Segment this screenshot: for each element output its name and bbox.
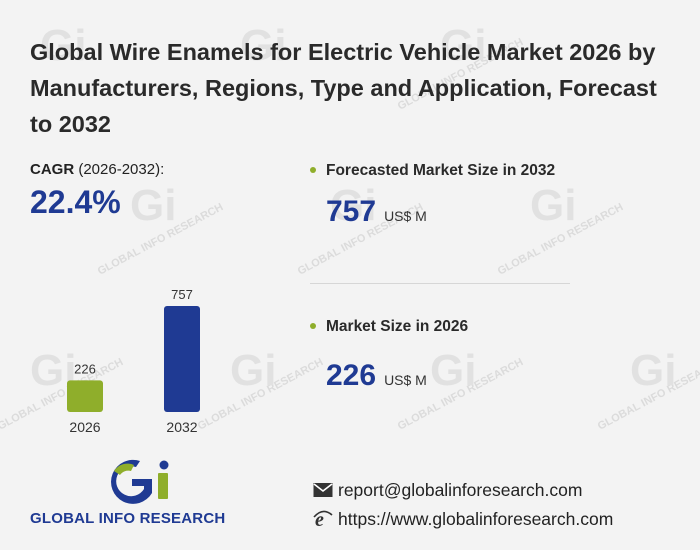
stat-current-label: Market Size in 2026 bbox=[326, 318, 469, 335]
stat-current-header: Market Size in 2026 bbox=[310, 316, 560, 337]
cagr-period: (2026-2032): bbox=[78, 161, 165, 178]
stat-current: Market Size in 2026 226 US$ M bbox=[310, 316, 560, 393]
market-size-bar-chart: 226 2026 757 2032 bbox=[67, 287, 200, 435]
stat-forecast-header: Forecasted Market Size in 2032 bbox=[310, 160, 560, 181]
logo-mark-icon bbox=[111, 459, 169, 504]
watermark-logo: Gi bbox=[630, 346, 676, 395]
logo-name: GLOBAL INFO RESEARCH bbox=[30, 510, 226, 527]
email-link[interactable]: report@globalinforesearch.com bbox=[338, 479, 583, 500]
bullet-icon bbox=[310, 323, 316, 329]
stat-forecast-value-row: 757 US$ M bbox=[326, 195, 560, 229]
company-logo bbox=[111, 459, 169, 504]
cagr-label: CAGR (2026-2032): bbox=[30, 161, 164, 178]
browser-e-icon: e bbox=[312, 508, 334, 530]
page-title: Global Wire Enamels for Electric Vehicle… bbox=[30, 39, 657, 137]
tick-label-2026: 2026 bbox=[69, 419, 100, 435]
data-label-2026: 226 bbox=[74, 361, 96, 376]
stat-forecast-value: 757 bbox=[326, 195, 377, 228]
bar-2026 bbox=[67, 380, 103, 412]
divider bbox=[310, 283, 570, 284]
website-link[interactable]: https://www.globalinforesearch.com bbox=[338, 508, 614, 529]
svg-text:e: e bbox=[315, 509, 324, 529]
watermark-logo: Gi bbox=[130, 181, 176, 230]
envelope-icon bbox=[312, 479, 334, 501]
stat-forecast-label: Forecasted Market Size in 2032 bbox=[326, 162, 556, 179]
bullet-icon bbox=[310, 167, 316, 173]
stat-forecast: Forecasted Market Size in 2032 757 US$ M bbox=[310, 160, 560, 229]
cagr-label-text: CAGR bbox=[30, 161, 75, 178]
data-label-2032: 757 bbox=[171, 287, 193, 302]
stat-current-value-row: 226 US$ M bbox=[326, 359, 560, 393]
contact-website[interactable]: e https://www.globalinforesearch.com bbox=[312, 508, 613, 530]
stat-current-value: 226 bbox=[326, 359, 377, 392]
cagr-value: 22.4% bbox=[30, 184, 121, 220]
stat-forecast-unit: US$ M bbox=[384, 208, 427, 224]
bar-2032 bbox=[164, 306, 200, 412]
contact-email[interactable]: report@globalinforesearch.com bbox=[312, 479, 582, 501]
stat-current-unit: US$ M bbox=[384, 372, 427, 388]
tick-label-2032: 2032 bbox=[166, 419, 197, 435]
watermark-text: GLOBAL INFO RESEARCH bbox=[596, 356, 700, 433]
